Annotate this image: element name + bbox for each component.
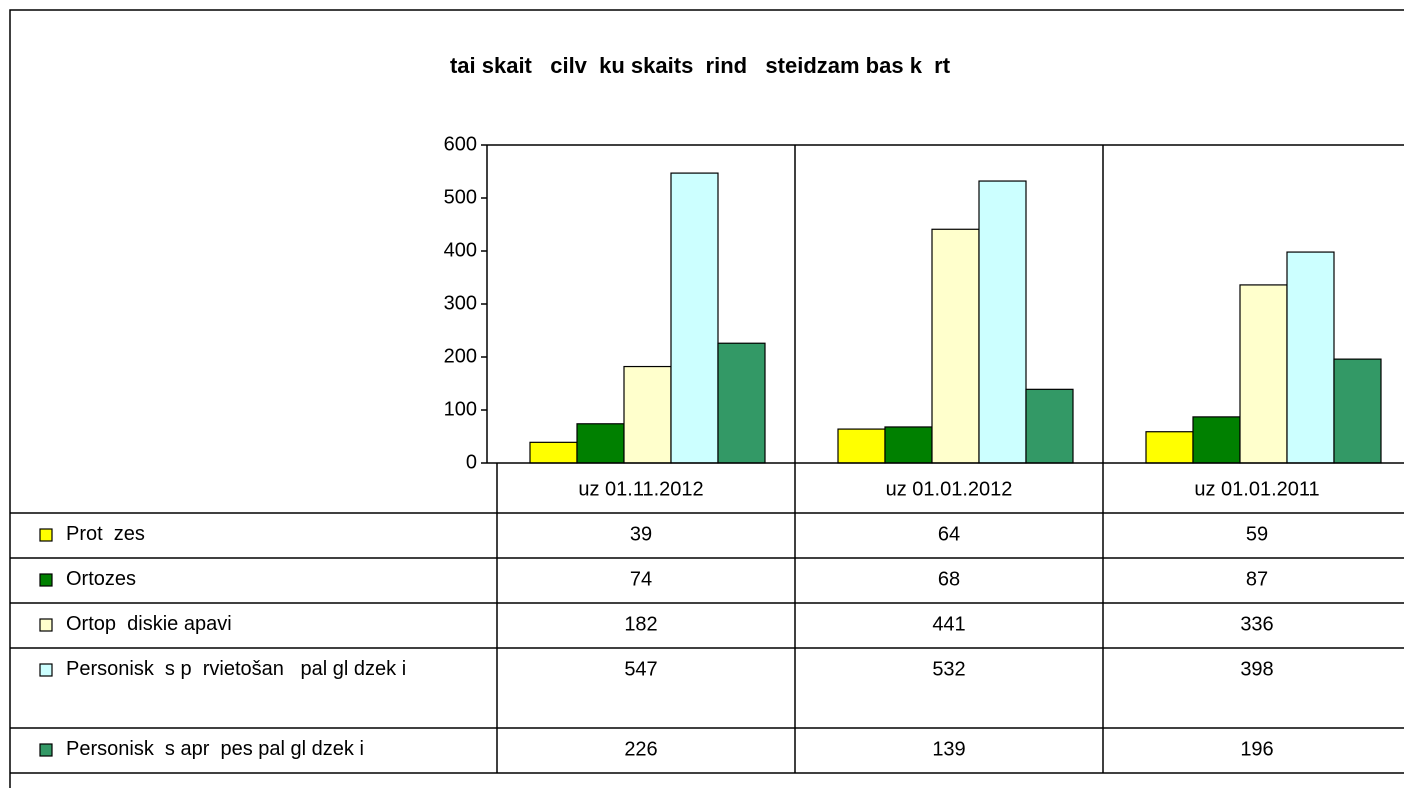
table-value: 441 <box>932 613 965 635</box>
bar <box>1025 388 1074 464</box>
legend-swatch <box>39 528 53 542</box>
table-value: 182 <box>624 613 657 635</box>
table-value: 74 <box>630 568 652 590</box>
bar <box>1286 251 1335 464</box>
y-tick-label: 200 <box>444 345 477 367</box>
legend-label: Ortop diskie apavi <box>66 613 232 635</box>
table-value: 59 <box>1246 523 1268 545</box>
table-value: 532 <box>932 658 965 680</box>
legend-label: Ortozes <box>66 568 137 590</box>
bar <box>1239 284 1288 464</box>
legend-cell: Ortozes <box>66 568 137 590</box>
bar <box>884 426 933 464</box>
chart-title: tai skait cilv ku skaits rind steidzam b… <box>450 53 951 78</box>
y-tick-label: 0 <box>466 451 477 473</box>
legend-cell: Personisk s p rvietošan pal gl dzek i <box>66 658 407 680</box>
bar <box>931 228 980 464</box>
table-value: 547 <box>624 658 657 680</box>
bar <box>1333 358 1382 464</box>
table-value: 226 <box>624 738 657 760</box>
y-tick-label: 400 <box>444 239 477 261</box>
x-tick-label: uz 01.01.2011 <box>1194 478 1319 500</box>
table-value: 64 <box>938 523 960 545</box>
bar <box>670 172 719 464</box>
legend-label: Personisk s apr pes pal gl dzek i <box>66 738 364 760</box>
legend-swatch <box>39 743 53 757</box>
x-tick-label: uz 01.01.2012 <box>886 478 1013 500</box>
legend-label: Prot zes <box>66 523 145 545</box>
table-value: 39 <box>630 523 652 545</box>
legend-cell: Prot zes <box>66 523 145 545</box>
bar <box>576 423 625 464</box>
table-value: 139 <box>932 738 965 760</box>
bar <box>717 342 766 464</box>
y-tick-label: 600 <box>444 133 477 155</box>
table-value: 87 <box>1246 568 1268 590</box>
table-value: 336 <box>1240 613 1273 635</box>
y-tick-label: 500 <box>444 186 477 208</box>
legend-cell: Personisk s apr pes pal gl dzek i <box>66 738 364 760</box>
legend-swatch <box>39 663 53 677</box>
legend-swatch <box>39 618 53 632</box>
bar <box>837 428 886 464</box>
x-tick-label: uz 01.11.2012 <box>578 478 703 500</box>
bar <box>978 180 1027 464</box>
bar <box>1145 431 1194 464</box>
y-tick-label: 100 <box>444 398 477 420</box>
table-value: 398 <box>1240 658 1273 680</box>
legend-label: Personisk s p rvietošan pal gl dzek i <box>66 658 407 680</box>
bar <box>1192 416 1241 464</box>
table-value: 68 <box>938 568 960 590</box>
bar <box>623 365 672 464</box>
bar <box>529 441 578 464</box>
y-tick-label: 300 <box>444 292 477 314</box>
legend-cell: Ortop diskie apavi <box>66 613 232 635</box>
table-value: 196 <box>1240 738 1273 760</box>
legend-swatch <box>39 573 53 587</box>
